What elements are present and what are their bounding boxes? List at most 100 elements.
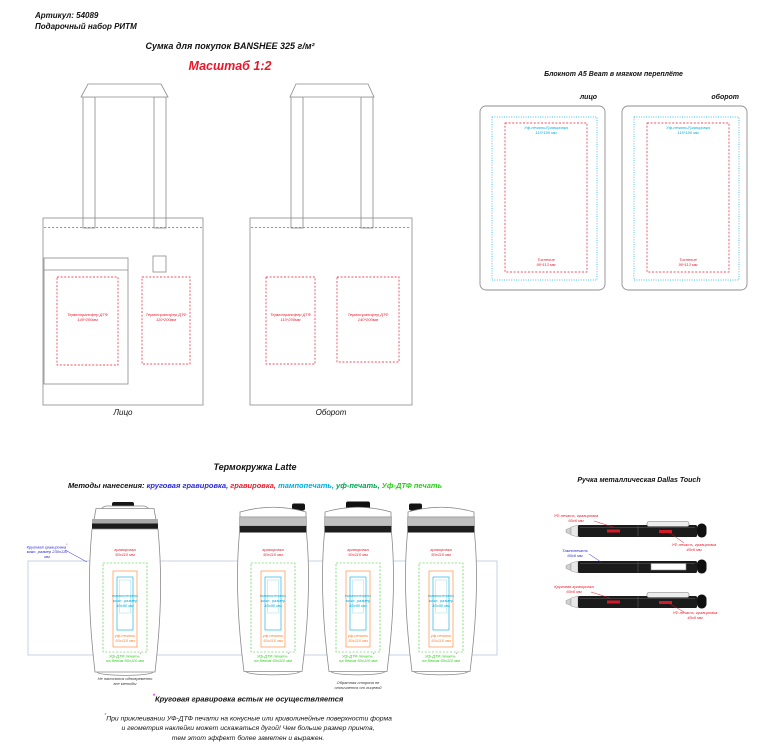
footnote-asterisk: * xyxy=(287,652,289,656)
mug-3-dtf-label: Уф-ДТФ печать* на белом 50х110 мм xyxy=(339,652,377,664)
circular-size-label: макс. размер 230х110 мм xyxy=(26,549,68,560)
mug-4-uv-area xyxy=(428,570,454,648)
bag-back-drawing xyxy=(249,83,413,406)
mug-3-lid-ring-light xyxy=(324,516,392,527)
bag-front-caption: Лицо xyxy=(113,408,133,417)
page-header: Артикул: 54089 Подарочный набор РИТМ xyxy=(35,10,137,32)
uv-method-label: Уф-печать/Гравировка xyxy=(524,125,568,130)
dtf-method-label: Термотрансфер ДТФ xyxy=(145,312,187,317)
footnote-circular: *Круговая гравировка встык не осуществля… xyxy=(152,694,344,704)
uv-size-label: 115*190 мм xyxy=(535,130,557,135)
notebook-front-uv-label: Уф-печать/Гравировка 115*190 мм xyxy=(506,125,586,135)
pen-1-print-mark-left xyxy=(607,529,620,533)
dtf-size-label: 140*200мм xyxy=(357,317,379,322)
mug-3-pad-area xyxy=(349,576,367,631)
pen-1-cone xyxy=(570,524,579,538)
emboss-size-label: 90*113 мм xyxy=(678,262,698,267)
notebook-back-uv-area xyxy=(633,116,740,281)
mug-2-lid-ring-light xyxy=(239,516,307,527)
method-engraving: гравировка, xyxy=(230,481,276,490)
pen-2-cone xyxy=(570,560,579,574)
dtf-size-label: 110*200мм xyxy=(280,317,301,322)
mug-1-drawing xyxy=(88,502,162,676)
notebook-back-view-label: оборот xyxy=(711,94,739,101)
mug-2-body xyxy=(237,532,309,672)
mug-1-uv-label: уф-печать 50х110 мм xyxy=(114,633,136,643)
pen-1-annotation-top: УФ-печать, гравировка 60х6 мм xyxy=(553,513,599,523)
mug-3-uv-area xyxy=(345,570,371,648)
mug-3-uv-label: уф-печать 50х110 мм xyxy=(347,633,369,643)
notebook-back-cover xyxy=(621,105,748,291)
bag-back-print-label-left: Термотрансфер ДТФ 110*200мм xyxy=(266,312,315,322)
mug-2-engraving-label: гравировка 50х110 мм xyxy=(262,547,284,557)
mug-4-lid xyxy=(407,506,475,518)
method-uv-dtf-print: Уф-ДТФ печать xyxy=(381,481,443,490)
method-uv-print: уф-печать, xyxy=(336,481,380,490)
pen-1-drawing xyxy=(565,520,707,544)
notebook-front-emboss-area xyxy=(504,122,588,273)
mug-4-uv-label: уф-печать 50х110 мм xyxy=(430,633,452,643)
notebook-front-uv-area xyxy=(491,116,598,281)
mug-group-caption: Обратная сторона не отличается от лицево… xyxy=(334,680,382,690)
uv-size-label: 115*190 мм xyxy=(677,130,699,135)
mug-2-base xyxy=(245,671,301,676)
bag-back-caption: Оборот xyxy=(315,408,347,417)
mug-4-lid-ring-dark xyxy=(407,526,475,533)
notebook-back-emboss-area xyxy=(646,122,730,273)
mug-1-pad-area xyxy=(116,576,134,631)
pen-1-clip xyxy=(646,521,690,527)
mug-2-uv-area xyxy=(260,570,286,648)
pen-2-drawing xyxy=(565,553,707,574)
pen-2-nib xyxy=(565,563,572,571)
pen-3-annotation-top: Круговая гравировка 60х6 мм xyxy=(554,584,594,594)
mug-4-engraving-label: гравировка 50х110 мм xyxy=(430,547,452,557)
mug-2-lid-tab xyxy=(292,503,305,511)
bag-front-print-area-right xyxy=(141,276,191,365)
pen-3-leader-bottom xyxy=(669,603,685,613)
bag-back-handle-top xyxy=(289,83,375,98)
pen-title: Ручка металлическая Dallas Touch xyxy=(577,477,701,484)
mug-4-pad-label: тампопечать макс. размер 40х90 мм xyxy=(427,593,455,608)
bag-front-print-area-left xyxy=(56,276,119,366)
mug-1-lid-ring-light xyxy=(92,519,158,524)
footnote-uv-dtf: *При приклеивании УФ-ДТФ печати на конус… xyxy=(104,713,392,743)
bag-back-strap-left xyxy=(290,96,304,229)
mug-4-drawing xyxy=(405,503,477,676)
pen-3-print-mark-left xyxy=(607,600,620,604)
mug-1-lid-ring-dark xyxy=(92,523,158,529)
mug-circular-leader-line xyxy=(64,549,88,563)
mug-1-dtf-area xyxy=(102,562,148,653)
pen-3-body xyxy=(578,596,697,608)
mug-3-body xyxy=(322,532,394,672)
footnote-asterisk: * xyxy=(66,543,68,547)
mug-4-pad-inner-area xyxy=(435,579,447,614)
mug-4-lid-tab xyxy=(409,503,422,511)
notebook-back-drawing xyxy=(621,105,748,291)
mug-3-lid xyxy=(324,506,392,518)
mug-methods-line: Методы нанесения: круговая гравировка, г… xyxy=(20,481,490,490)
pen-1-body xyxy=(578,525,697,537)
notebook-back-uv-label: Уф-печать/Гравировка 115*190 мм xyxy=(648,125,728,135)
bag-front-loop xyxy=(152,255,167,273)
emboss-size-label: 90*113 мм xyxy=(536,262,556,267)
article-number: Артикул: 54089 xyxy=(35,11,99,20)
notebook-front-emboss-label: Тиснение 90*113 мм xyxy=(506,257,586,267)
mug-2-pad-label: тампопечать макс. размер 40х90 мм xyxy=(259,593,287,608)
mug-3-engraving-label: гравировка 50х110 мм xyxy=(347,547,369,557)
bag-front-drawing xyxy=(42,83,204,406)
mug-4-lid-ring-light xyxy=(407,516,475,527)
bag-front-handle-top xyxy=(80,83,169,98)
mug-title: Термокружка Latte xyxy=(213,462,297,472)
notebook-front-view-label: лицо xyxy=(579,94,597,101)
mug-2-pad-area xyxy=(264,576,282,631)
mug-2-lid-ring-dark xyxy=(239,526,307,533)
pen-3-touch-tip xyxy=(697,594,707,609)
mug-3-drawing xyxy=(322,501,394,676)
notebook-title: Блокнот А5 Веат в мягком переплёте xyxy=(544,71,683,78)
emboss-method-label: Тиснение xyxy=(679,257,697,262)
emboss-method-label: Тиснение xyxy=(537,257,555,262)
mug-2-dtf-area xyxy=(250,562,296,653)
bag-front-print-label-left: Термотрансфер ДТФ 140*200мм xyxy=(57,312,118,322)
